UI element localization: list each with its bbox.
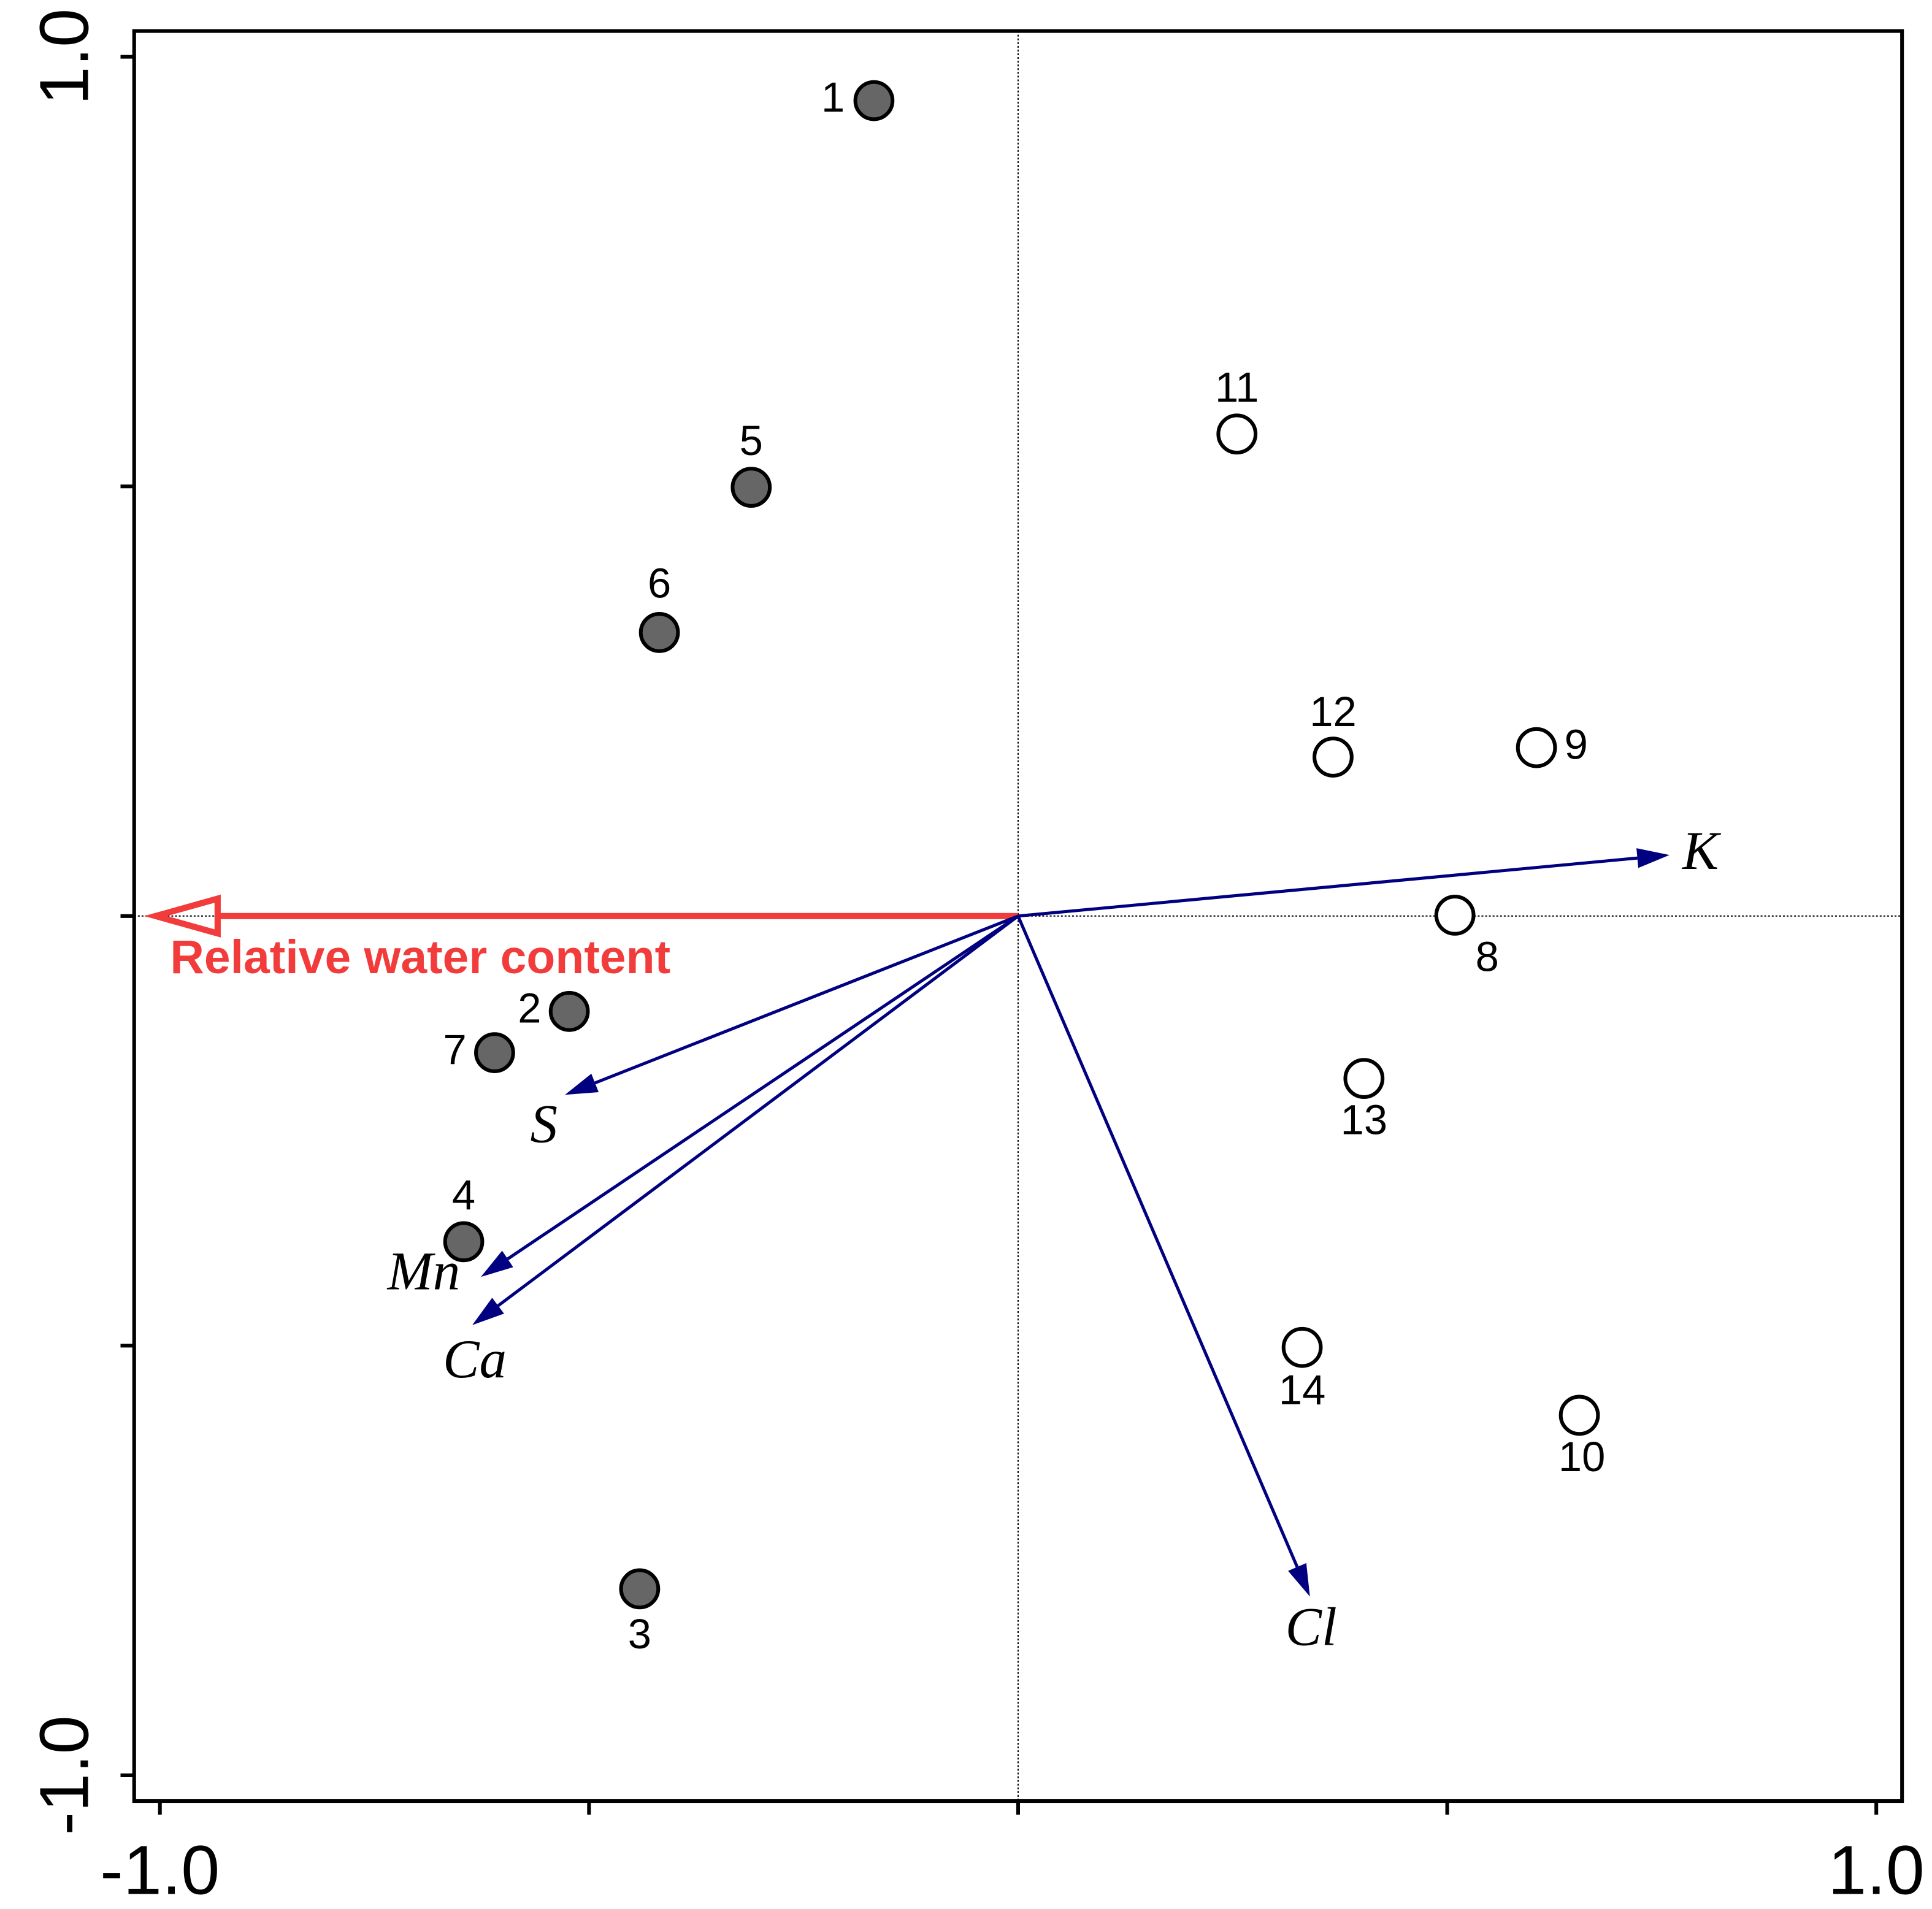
sample-label: 8 <box>1476 933 1499 980</box>
sample-point <box>443 1221 485 1263</box>
sample-point <box>1558 1394 1600 1436</box>
vector-shaft <box>1016 915 1299 1568</box>
sample-point <box>1216 413 1258 455</box>
sample-point <box>730 467 772 508</box>
sample-label: 5 <box>740 417 763 464</box>
vector-shaft <box>507 914 1019 1261</box>
sample-point <box>548 990 590 1032</box>
sample-label: 7 <box>443 1026 467 1073</box>
y-tick-label: -1.0 <box>25 1715 103 1835</box>
sample-point <box>1313 736 1354 778</box>
vector-label: K <box>1681 821 1722 881</box>
sample-label: 14 <box>1279 1366 1326 1414</box>
sample-label: 13 <box>1341 1096 1388 1144</box>
sample-label: 9 <box>1565 721 1588 768</box>
sample-label: 6 <box>648 560 671 607</box>
vector-head <box>1288 1563 1310 1597</box>
vector-head <box>472 1298 504 1325</box>
sample-point <box>619 1568 661 1610</box>
vector-shaft <box>497 914 1019 1307</box>
vector-label: Cl <box>1286 1597 1337 1658</box>
y-tick-label: 1.0 <box>25 9 103 105</box>
vector-shaft <box>594 914 1019 1085</box>
sample-label: 12 <box>1309 688 1357 735</box>
vector-label: S <box>531 1094 558 1154</box>
sample-label: 2 <box>518 984 541 1031</box>
sample-point <box>1516 727 1557 768</box>
sample-label: 1 <box>821 74 845 121</box>
x-tick-label: 1.0 <box>1828 1831 1924 1909</box>
sample-point <box>1434 895 1476 936</box>
sample-point <box>1343 1058 1385 1099</box>
sample-label: 10 <box>1558 1433 1606 1480</box>
sample-point <box>1281 1326 1323 1368</box>
sample-label: 4 <box>452 1171 475 1218</box>
vector-head <box>481 1250 513 1277</box>
sample-point <box>474 1032 515 1073</box>
sample-label: 3 <box>628 1610 651 1658</box>
env-label: Relative water content <box>170 931 670 984</box>
x-tick-label: -1.0 <box>100 1831 220 1909</box>
sample-label: 11 <box>1215 364 1259 411</box>
sample-point <box>638 612 680 653</box>
vector-shaft <box>1018 856 1638 918</box>
vector-head <box>565 1073 599 1095</box>
sample-point <box>853 80 895 121</box>
env-arrow-head <box>144 894 221 938</box>
vector-label: Ca <box>443 1329 507 1390</box>
vector-head <box>1636 848 1669 868</box>
